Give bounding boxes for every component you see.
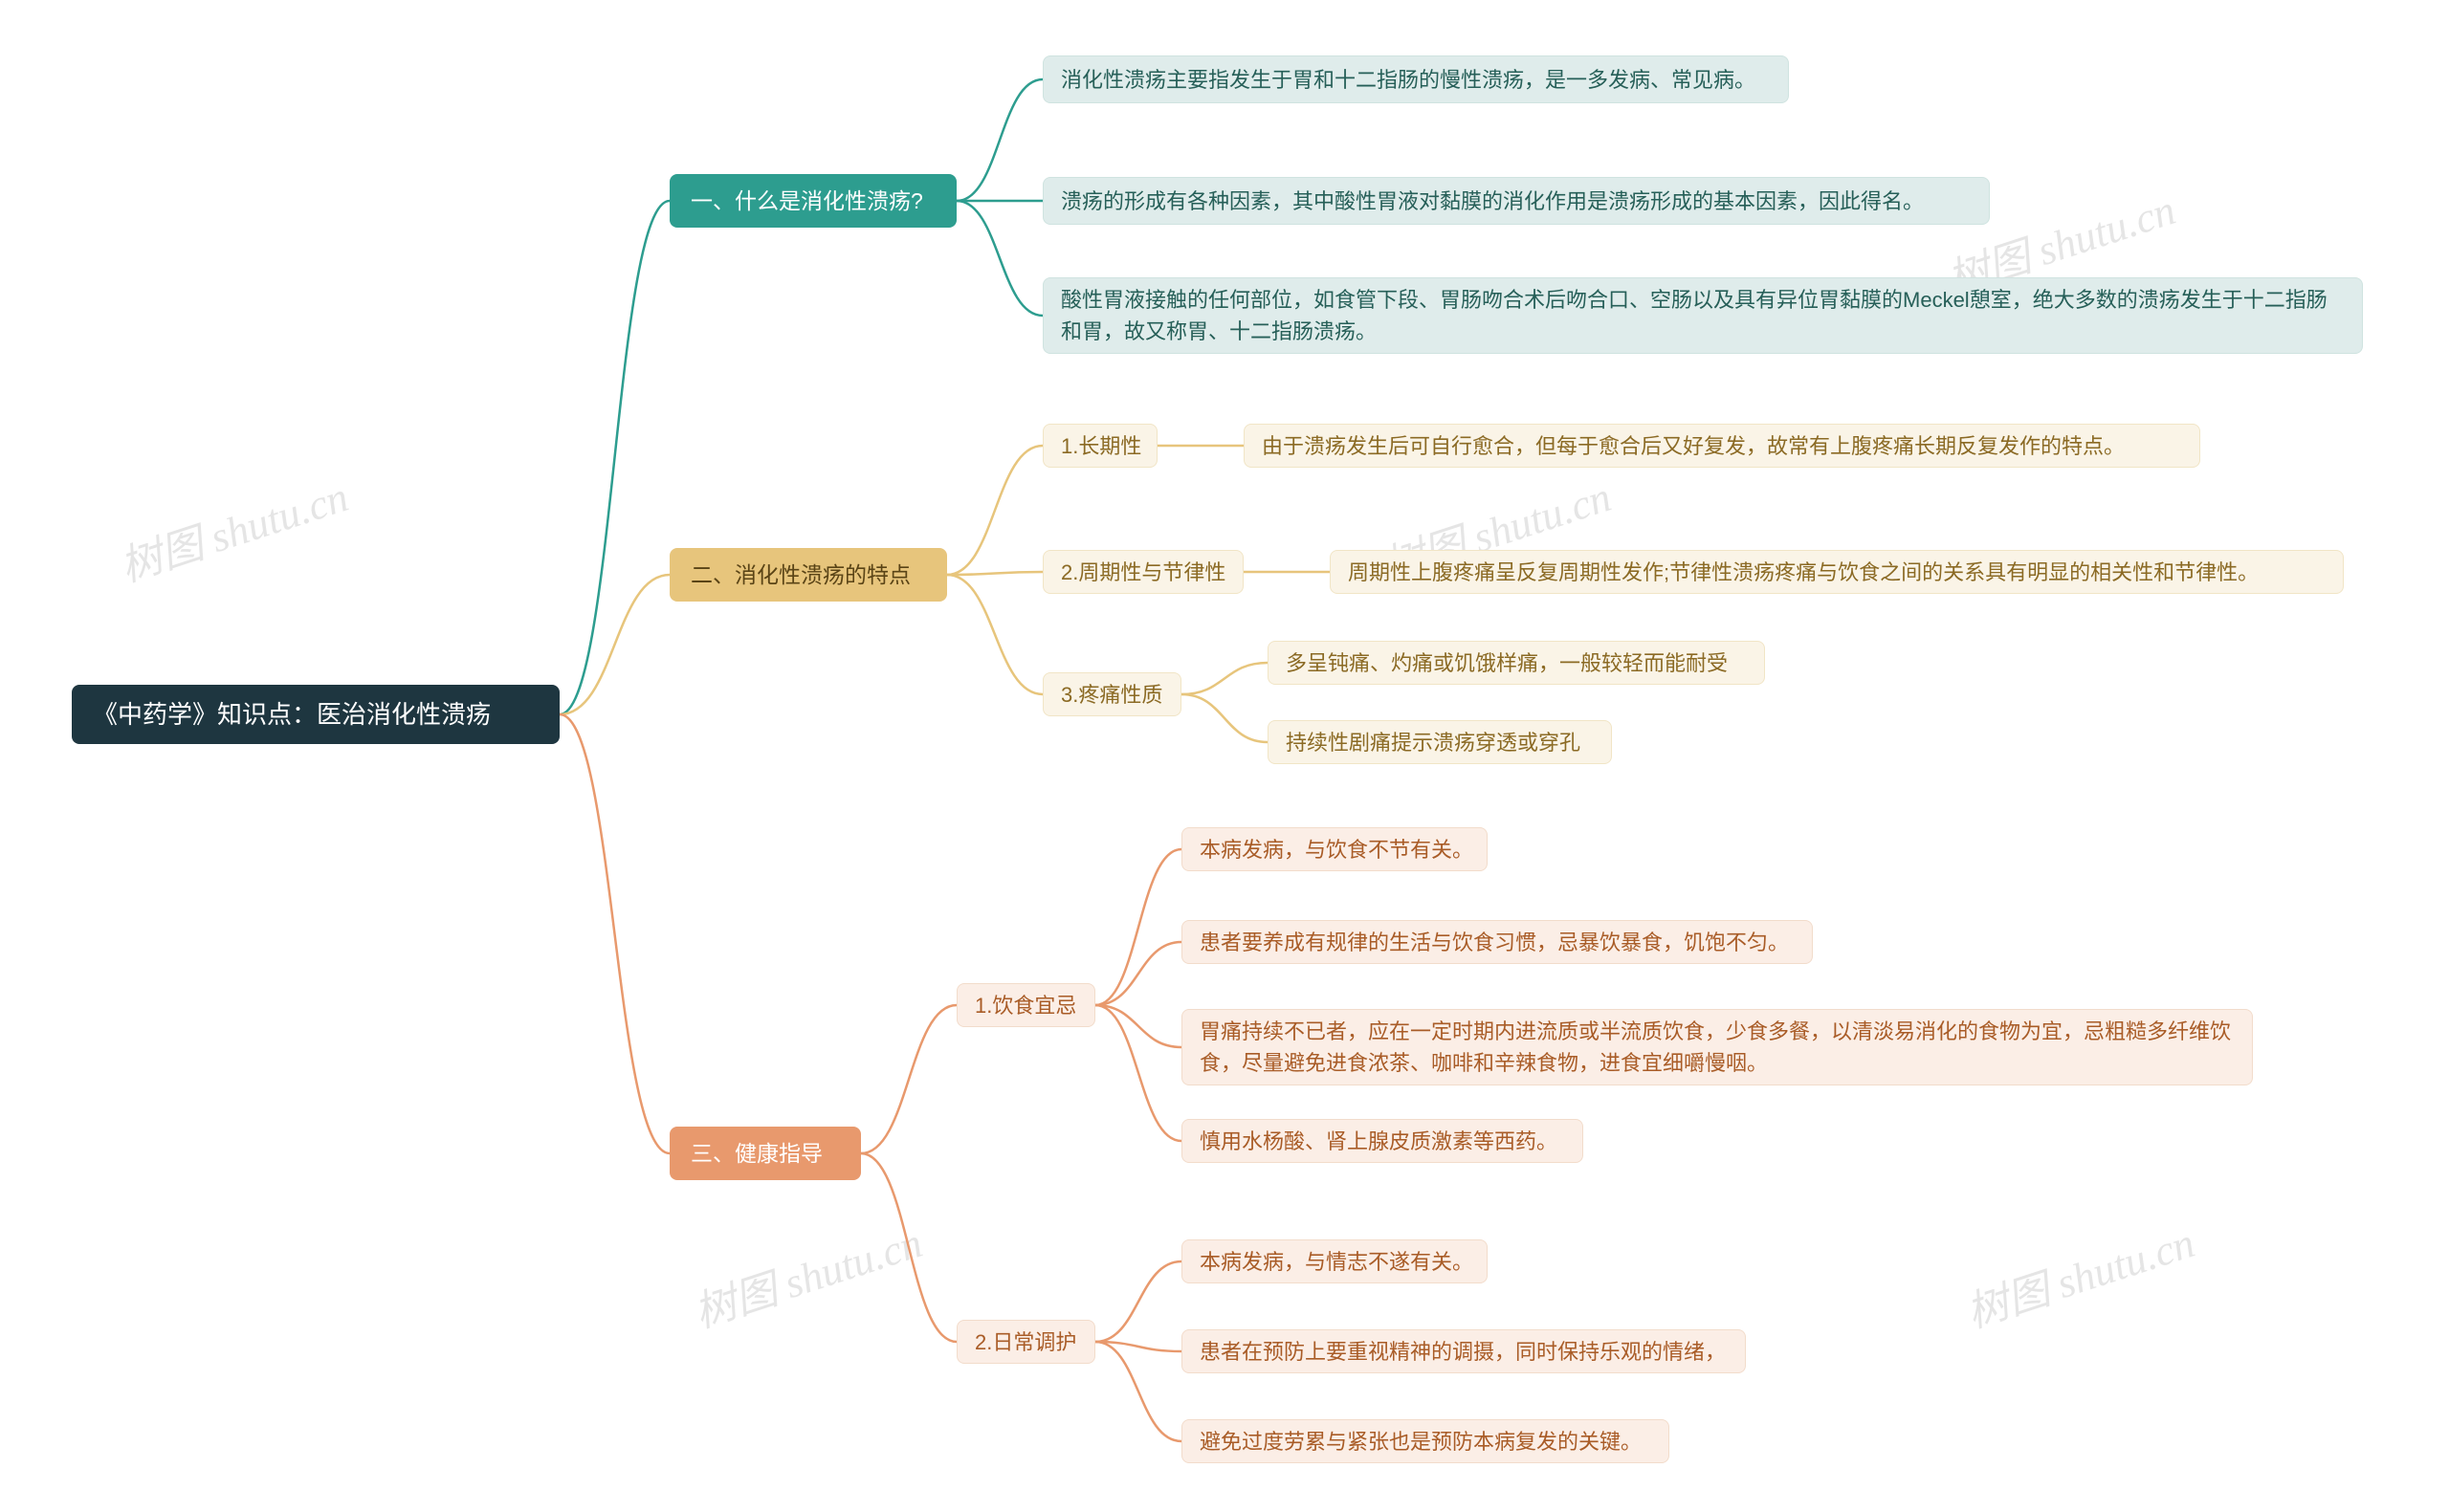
mindmap-canvas: 《中药学》知识点：医治消化性溃疡 一、什么是消化性溃疡? 消化性溃疡主要指发生于… [0, 0, 2449, 1512]
b3-c1-leaf-2: 避免过度劳累与紧张也是预防本病复发的关键。 [1181, 1419, 1669, 1463]
b1-leaf-1: 溃疡的形成有各种因素，其中酸性胃液对黏膜的消化作用是溃疡形成的基本因素，因此得名… [1043, 177, 1990, 225]
b2-child-0: 1.长期性 [1043, 424, 1158, 468]
b2-child-1: 2.周期性与节律性 [1043, 550, 1244, 594]
b3-c1-leaf-1: 患者在预防上要重视精神的调摄，同时保持乐观的情绪， [1181, 1329, 1746, 1373]
b2-c1-leaf-0: 周期性上腹疼痛呈反复周期性发作;节律性溃疡疼痛与饮食之间的关系具有明显的相关性和… [1330, 550, 2344, 594]
b3-c1-leaf-0: 本病发病，与情志不遂有关。 [1181, 1239, 1488, 1283]
root-node: 《中药学》知识点：医治消化性溃疡 [72, 685, 560, 744]
b3-c0-leaf-3: 慎用水杨酸、肾上腺皮质激素等西药。 [1181, 1119, 1583, 1163]
branch-3: 三、健康指导 [670, 1127, 861, 1180]
b2-c0-leaf-0: 由于溃疡发生后可自行愈合，但每于愈合后又好复发，故常有上腹疼痛长期反复发作的特点… [1244, 424, 2200, 468]
b1-leaf-0: 消化性溃疡主要指发生于胃和十二指肠的慢性溃疡，是一多发病、常见病。 [1043, 55, 1789, 103]
branch-1: 一、什么是消化性溃疡? [670, 174, 957, 228]
b3-c0-leaf-2: 胃痛持续不已者，应在一定时期内进流质或半流质饮食，少食多餐，以清淡易消化的食物为… [1181, 1009, 2253, 1085]
b2-child-2: 3.疼痛性质 [1043, 672, 1181, 716]
branch-2: 二、消化性溃疡的特点 [670, 548, 947, 602]
b3-c0-leaf-1: 患者要养成有规律的生活与饮食习惯，忌暴饮暴食，饥饱不匀。 [1181, 920, 1813, 964]
b2-c2-leaf-0: 多呈钝痛、灼痛或饥饿样痛，一般较轻而能耐受 [1268, 641, 1765, 685]
b3-c0-leaf-0: 本病发病，与饮食不节有关。 [1181, 827, 1488, 871]
b3-child-0: 1.饮食宜忌 [957, 983, 1095, 1027]
b3-child-1: 2.日常调护 [957, 1320, 1095, 1364]
b2-c2-leaf-1: 持续性剧痛提示溃疡穿透或穿孔 [1268, 720, 1612, 764]
b1-leaf-2: 酸性胃液接触的任何部位，如食管下段、胃肠吻合术后吻合口、空肠以及具有异位胃黏膜的… [1043, 277, 2363, 354]
